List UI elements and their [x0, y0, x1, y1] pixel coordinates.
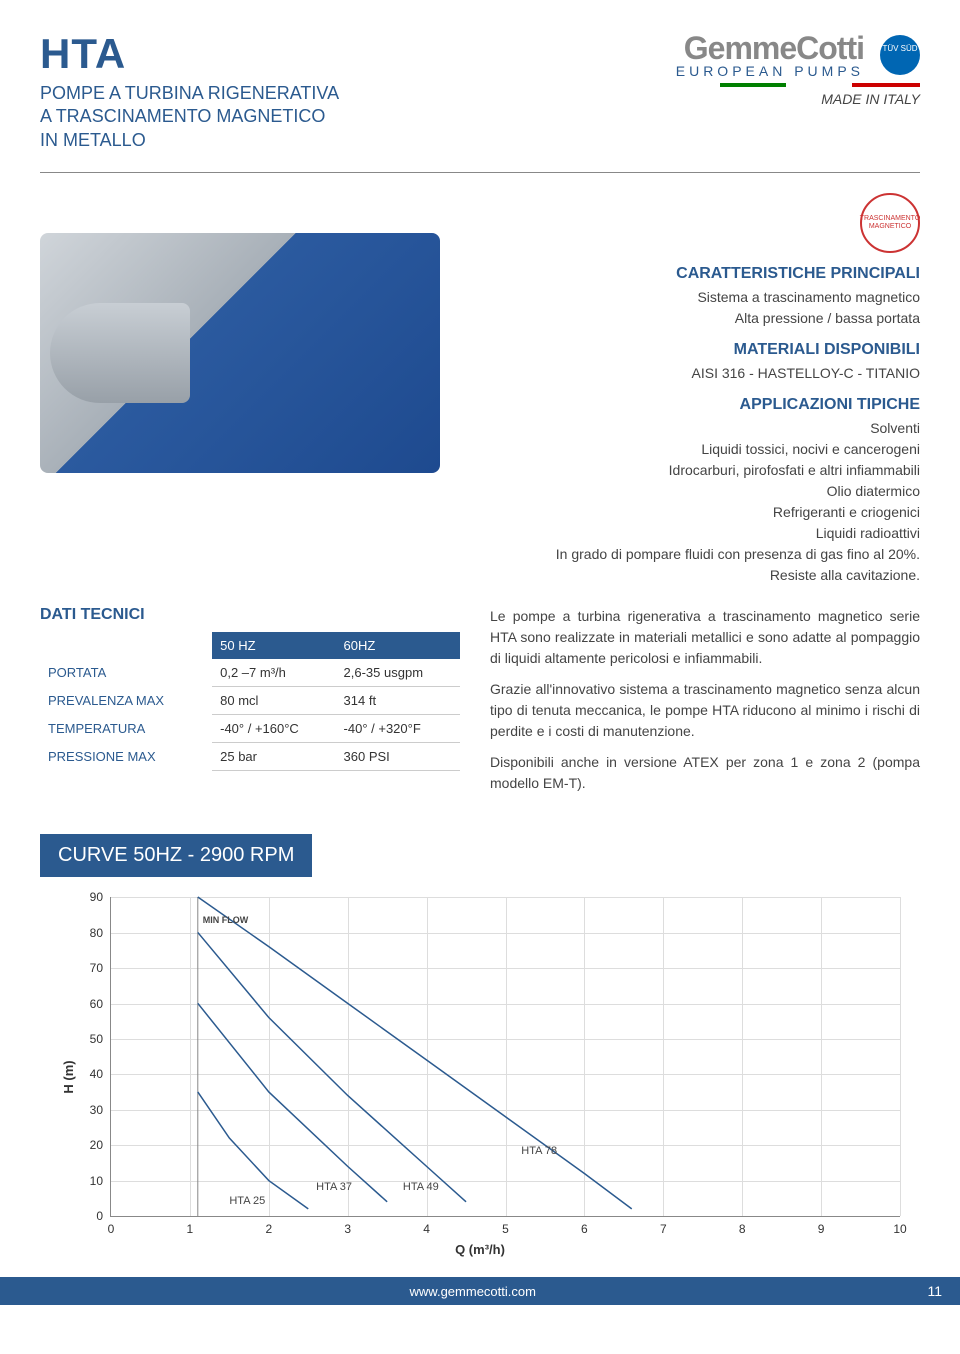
- magnetic-drive-badge-icon: TRASCINAMENTO MAGNETICO: [860, 193, 920, 253]
- curve-label: HTA 37: [316, 1181, 352, 1193]
- chart-heading: CURVE 50HZ - 2900 RPM: [40, 834, 312, 877]
- pump-photo: [40, 233, 440, 473]
- product-code: HTA: [40, 30, 339, 78]
- tuv-badge-icon: TÜV SÜD: [880, 35, 920, 75]
- curve-label: HTA 49: [403, 1181, 439, 1193]
- product-desc: POMPE A TURBINA RIGENERATIVA A TRASCINAM…: [40, 82, 339, 152]
- materials-body: AISI 316 - HASTELLOY-C - TITANIO: [490, 363, 920, 384]
- performance-chart: H (m) 0123456789100102030405060708090MIN…: [40, 887, 920, 1267]
- tech-data-title: DATI TECNICI: [40, 606, 460, 624]
- table-header-row: 50 HZ 60HZ: [40, 632, 460, 659]
- materials-title: MATERIALI DISPONIBILI: [490, 341, 920, 359]
- logo-text: GemmeCotti: [676, 30, 864, 67]
- chart-ylabel: H (m): [61, 1061, 76, 1094]
- curve-label: HTA 78: [521, 1145, 557, 1157]
- description-text: Le pompe a turbina rigenerativa a trasci…: [490, 606, 920, 804]
- logo-subtitle: EUROPEAN PUMPS: [676, 63, 864, 79]
- applications-body: Solventi Liquidi tossici, nocivi e cance…: [490, 418, 920, 586]
- curve-label: HTA 25: [229, 1195, 265, 1207]
- logo-block: GemmeCotti EUROPEAN PUMPS TÜV SÜD MADE I…: [676, 30, 920, 107]
- features-title: CARATTERISTICHE PRINCIPALI: [490, 265, 920, 283]
- applications-title: APPLICAZIONI TIPICHE: [490, 396, 920, 414]
- table-row: PORTATA0,2 –7 m³/h2,6-35 usgpm: [40, 659, 460, 687]
- footer-url: www.gemmecotti.com: [410, 1284, 536, 1299]
- tech-data-table: DATI TECNICI 50 HZ 60HZ PORTATA0,2 –7 m³…: [40, 606, 460, 804]
- table-row: TEMPERATURA-40° / +160°C-40° / +320°F: [40, 715, 460, 743]
- minflow-label: MIN FLOW: [203, 915, 249, 925]
- title-block: HTA POMPE A TURBINA RIGENERATIVA A TRASC…: [40, 30, 359, 152]
- page-number: 11: [927, 1283, 942, 1299]
- chart-xlabel: Q (m³/h): [455, 1242, 505, 1257]
- table-row: PRESSIONE MAX25 bar360 PSI: [40, 743, 460, 771]
- made-in-label: MADE IN ITALY: [676, 91, 920, 107]
- italy-flag-stripe: [720, 83, 920, 87]
- divider: [40, 172, 920, 173]
- table-row: PREVALENZA MAX80 mcl314 ft: [40, 687, 460, 715]
- features-body: Sistema a trascinamento magnetico Alta p…: [490, 287, 920, 329]
- header: HTA POMPE A TURBINA RIGENERATIVA A TRASC…: [40, 30, 920, 152]
- page-footer: www.gemmecotti.com 11: [0, 1277, 960, 1305]
